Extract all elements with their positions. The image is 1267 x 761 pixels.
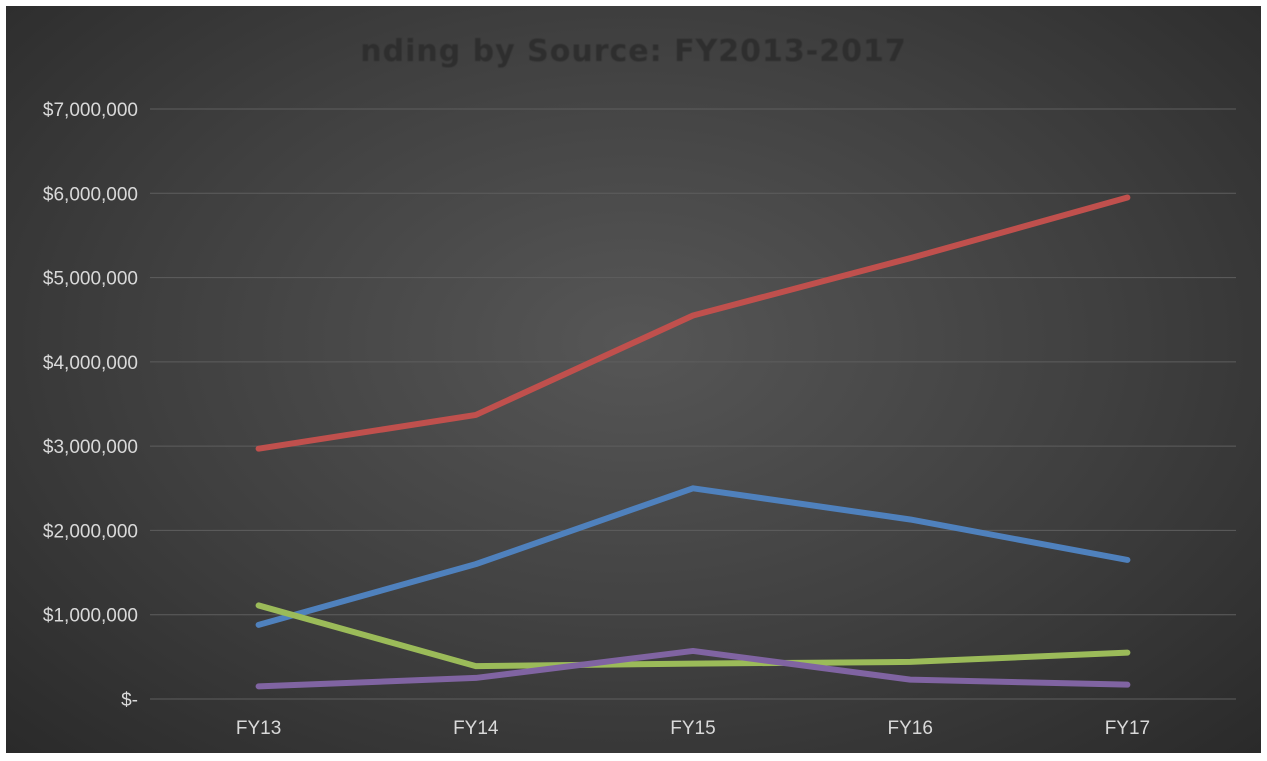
chart-title: nding by Source: FY2013-2017: [360, 34, 907, 69]
y-tick-label: $7,000,000: [43, 100, 138, 121]
x-tick-label: FY14: [453, 718, 499, 739]
x-axis-tick-labels: FY13 FY14 FY15 FY16 FY17: [236, 718, 1150, 739]
y-tick-label: $-: [121, 690, 138, 711]
y-axis-tick-labels: $- $1,000,000 $2,000,000 $3,000,000 $4,000,0…: [43, 100, 138, 711]
gridlines: [150, 108, 1236, 700]
series-line-3: [255, 602, 1131, 670]
y-tick-label: $2,000,000: [43, 521, 138, 542]
series-line-2: [255, 485, 1131, 628]
y-tick-label: $3,000,000: [43, 437, 138, 458]
y-tick-label: $6,000,000: [43, 184, 138, 205]
chart-area: nding by Source: FY2013-2017 $- $1,000,00…: [6, 6, 1261, 753]
y-tick-label: $5,000,000: [43, 269, 138, 290]
x-tick-label: FY17: [1105, 718, 1150, 739]
y-tick-label: $4,000,000: [43, 353, 138, 374]
y-tick-label: $1,000,000: [43, 606, 138, 627]
x-tick-label: FY16: [887, 718, 932, 739]
x-tick-label: FY13: [236, 718, 281, 739]
series-lines: [255, 194, 1131, 690]
series-line-1: [255, 194, 1131, 452]
x-tick-label: FY15: [670, 718, 715, 739]
series-line-4: [255, 647, 1131, 690]
line-chart: $- $1,000,000 $2,000,000 $3,000,000 $4,000,0…: [43, 100, 1236, 739]
